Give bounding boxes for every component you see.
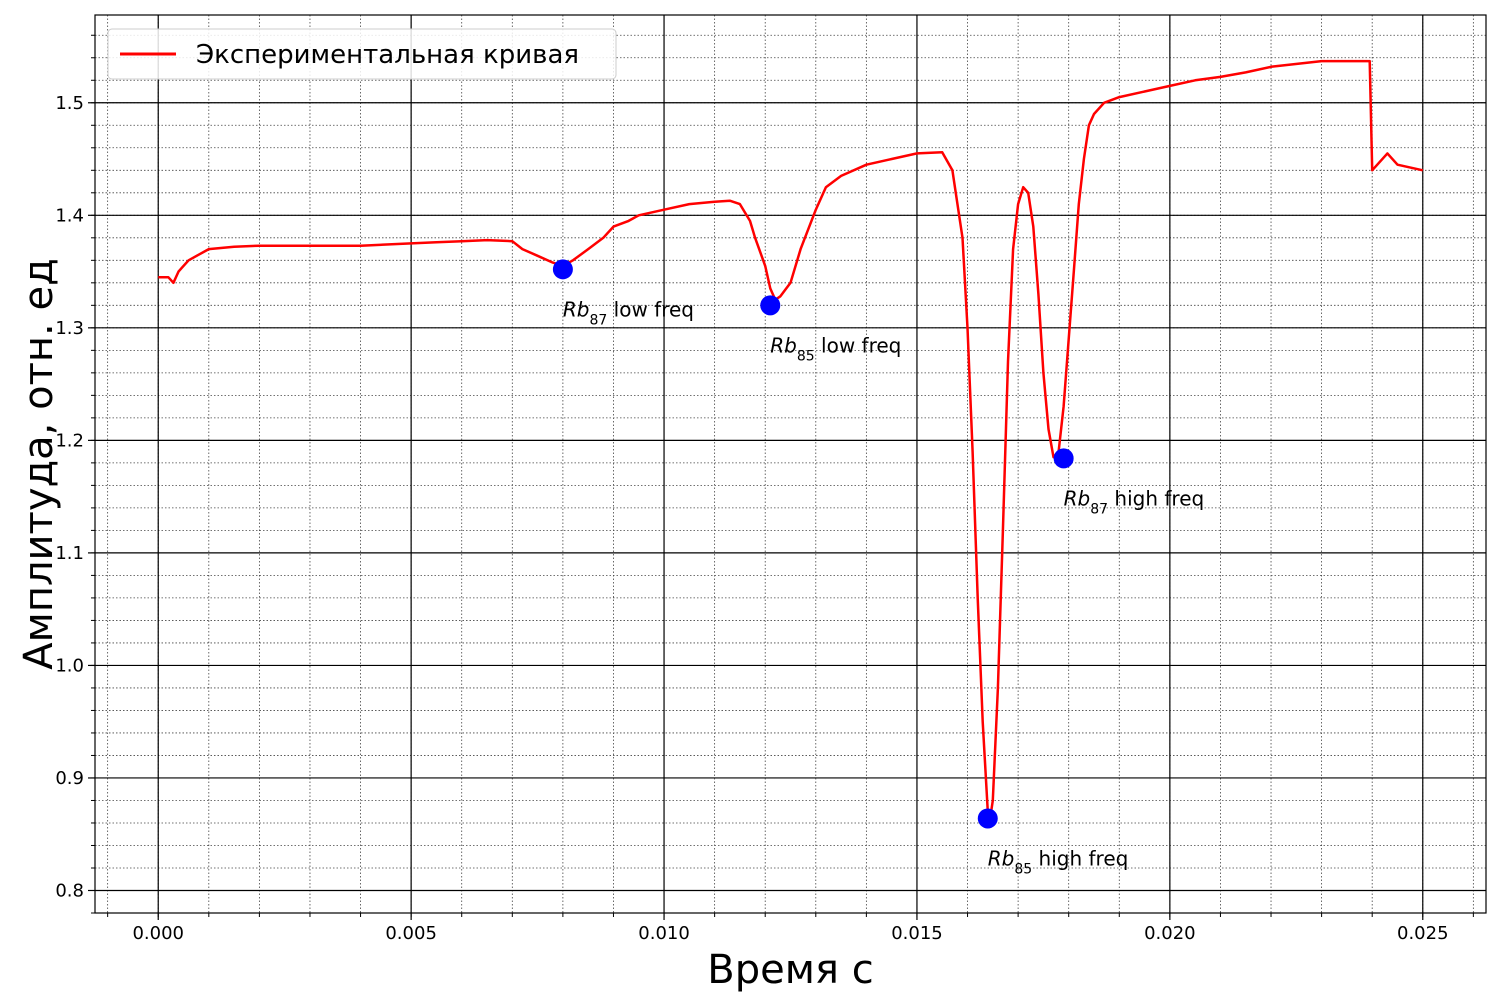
- axis-ticks: 0.000 0.005 0.010 0.015 0.020 0.025 0.8 0.9 1.0 1…: [55, 34, 1474, 944]
- y-tick-label: 1.0: [55, 655, 84, 676]
- x-tick-label: 0.000: [132, 923, 184, 944]
- legend-box: [107, 28, 617, 80]
- y-tick-label: 1.5: [55, 93, 84, 114]
- minimum-marker: [1053, 448, 1074, 469]
- marker-annotation: Rb87 high freq: [1064, 486, 1205, 517]
- y-tick-label: 1.3: [55, 318, 84, 339]
- y-axis-title: Амплитуда, отн. ед: [16, 258, 62, 669]
- plot-frame: [94, 14, 1487, 914]
- legend: Экспериментальная кривая: [107, 28, 617, 80]
- grid: [95, 15, 1486, 914]
- marker-annotation: Rb85 high freq: [988, 846, 1129, 877]
- legend-label: Экспериментальная кривая: [196, 40, 579, 70]
- minimum-marker: [552, 259, 573, 280]
- x-axis-title: Время с: [707, 947, 873, 993]
- minimum-marker: [977, 808, 998, 829]
- y-tick-label: 0.8: [55, 880, 84, 901]
- x-tick-label: 0.005: [385, 923, 437, 944]
- plot-area: Rb87 low freq Rb85 low freq Rb85 high freq…: [158, 59, 1424, 877]
- y-tick-label: 0.9: [55, 768, 84, 789]
- y-tick-label: 1.4: [55, 205, 84, 226]
- y-tick-label: 1.2: [55, 430, 84, 451]
- y-tick-label: 1.1: [55, 543, 84, 564]
- minimum-marker: [760, 295, 781, 316]
- series-line: [158, 59, 1424, 819]
- marker-annotation: Rb87 low freq: [563, 297, 694, 328]
- marker-annotation: Rb85 low freq: [770, 333, 901, 364]
- x-tick-label: 0.020: [1144, 923, 1196, 944]
- x-tick-label: 0.025: [1397, 923, 1449, 944]
- x-tick-label: 0.015: [891, 923, 943, 944]
- x-tick-label: 0.010: [638, 923, 690, 944]
